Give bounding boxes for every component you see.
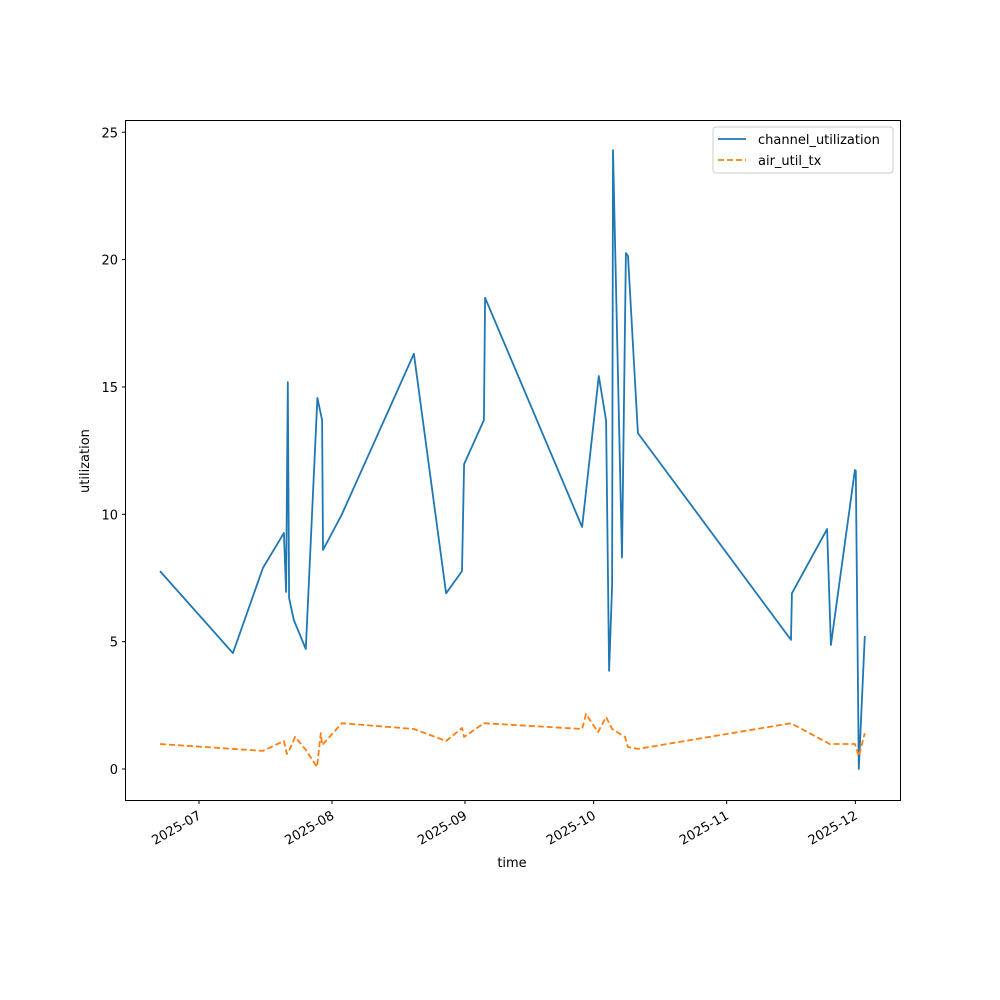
series-line-air-util-tx <box>159 713 866 768</box>
x-axis: 2025-07 2025-08 2025-09 2025-10 2025-11 2025-… <box>149 800 860 849</box>
y-axis: 0 5 10 15 20 25 <box>101 126 126 778</box>
x-tick-label: 2025-10 <box>544 808 599 848</box>
y-tick-label: 5 <box>110 636 118 651</box>
y-tick-label: 20 <box>101 254 118 269</box>
series-layer <box>159 149 866 770</box>
y-tick-label: 25 <box>101 126 118 141</box>
legend: channel_utilization air_util_tx <box>712 126 894 174</box>
y-tick-label: 10 <box>101 508 118 523</box>
y-tick-label: 0 <box>110 763 118 778</box>
series-line-channel-utilization <box>159 149 866 770</box>
x-axis-label: time <box>497 856 526 871</box>
legend-label-channel-utilization: channel_utilization <box>758 133 880 148</box>
y-axis-label: utilization <box>78 429 93 493</box>
plot-frame <box>125 120 901 801</box>
x-tick-label: 2025-11 <box>677 808 732 848</box>
legend-label-air-util-tx: air_util_tx <box>758 154 822 169</box>
legend-box <box>712 126 894 174</box>
x-tick-label: 2025-12 <box>806 808 861 848</box>
x-tick-label: 2025-09 <box>415 808 470 848</box>
y-tick-label: 15 <box>101 381 118 396</box>
x-tick-label: 2025-07 <box>149 808 204 848</box>
x-tick-label: 2025-08 <box>282 808 337 848</box>
